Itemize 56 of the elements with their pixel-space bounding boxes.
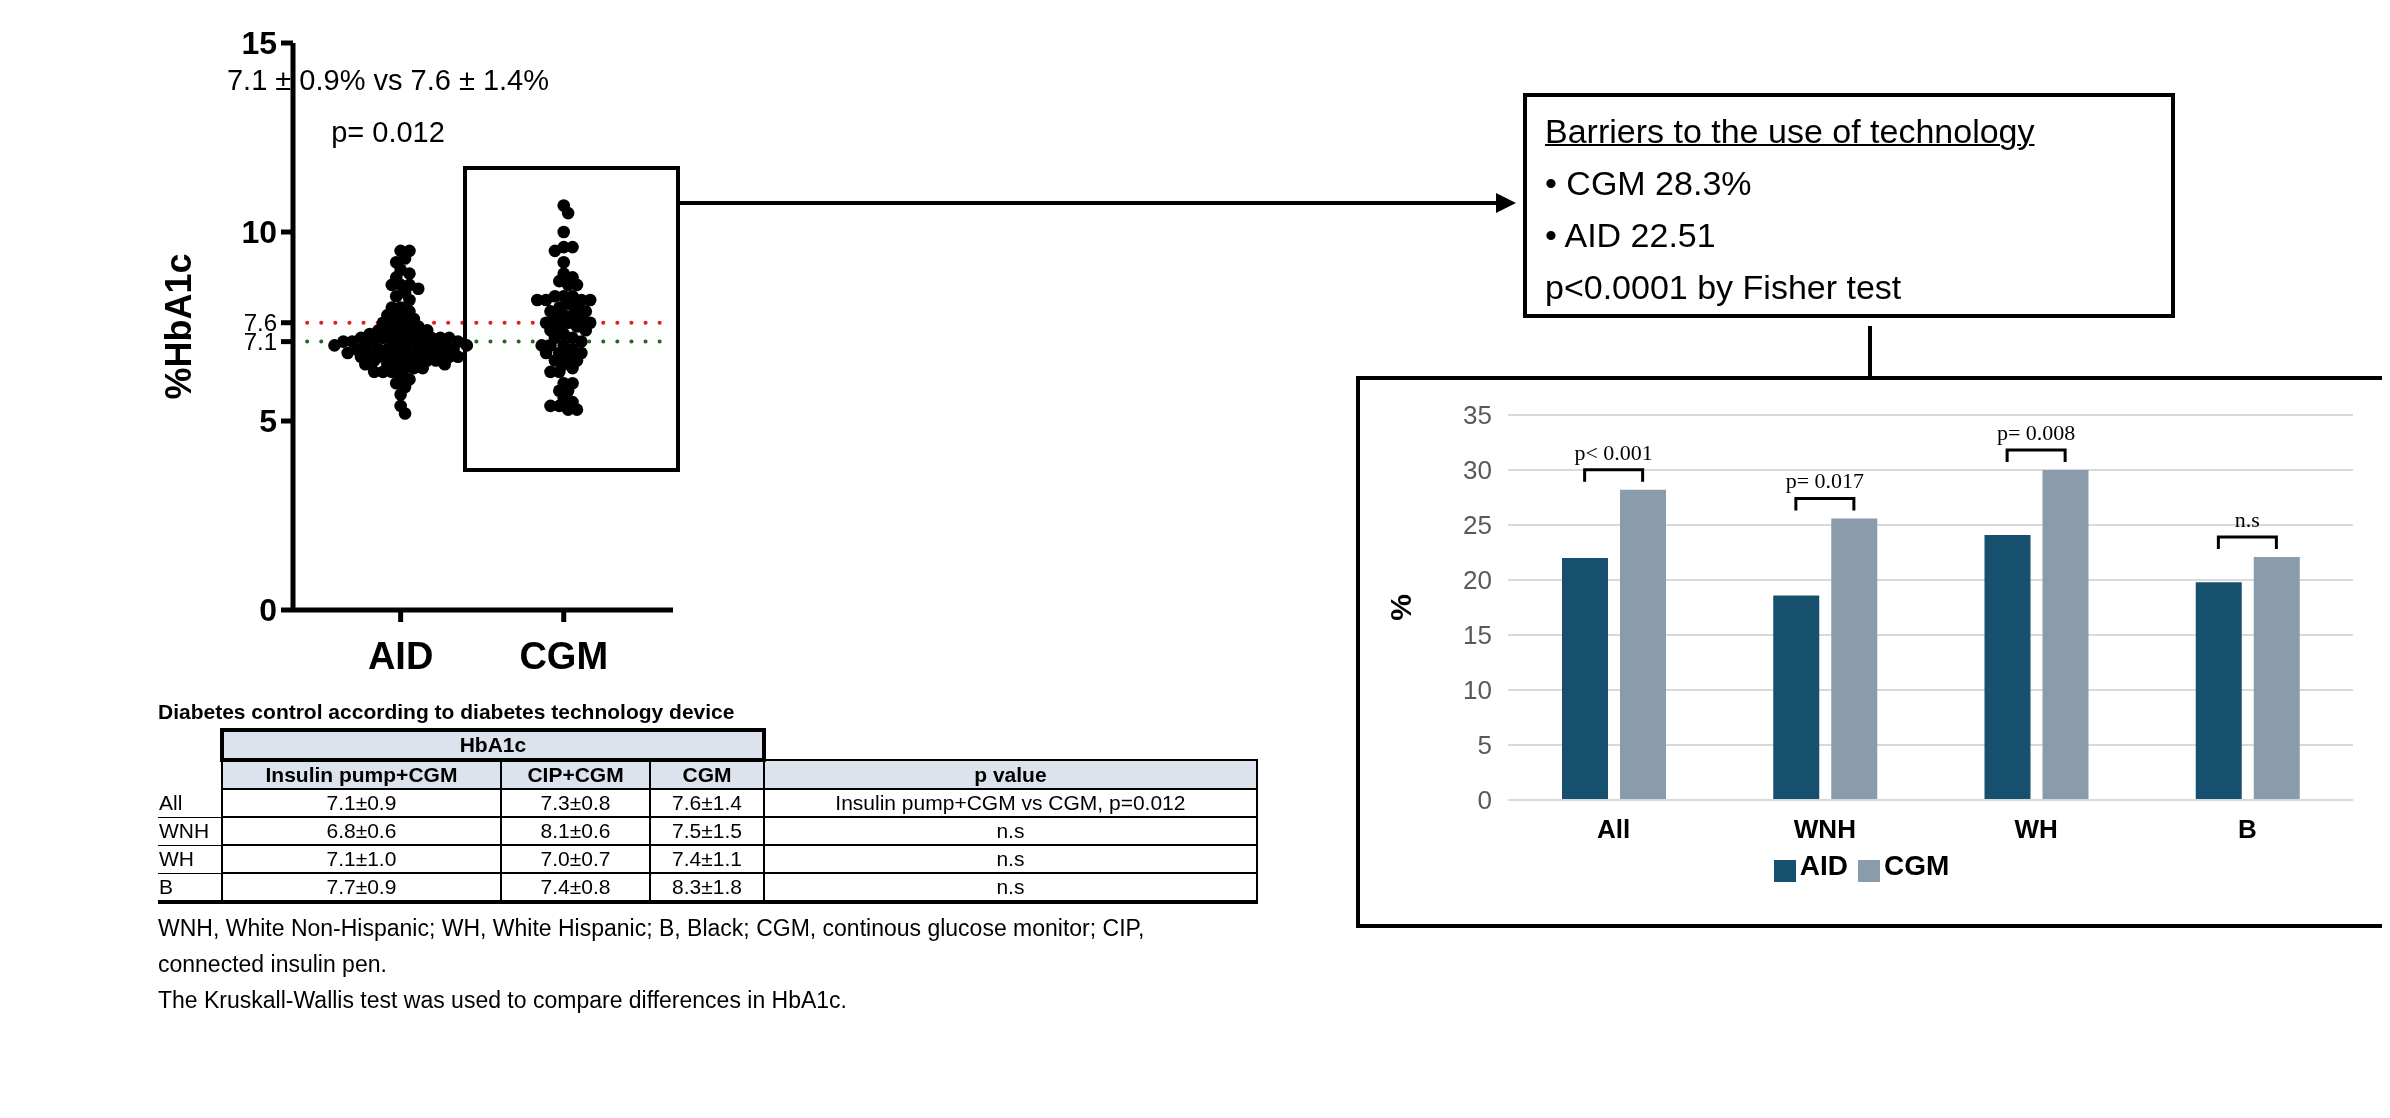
annotation: 7.1 ± 0.9% vs 7.6 ± 1.4%: [226, 64, 550, 97]
y-tick-label: 15: [241, 25, 277, 61]
text: Insulin pump+CGM vs CGM, p=0.012: [835, 791, 1186, 814]
annotation: p= 0.008: [1996, 420, 2076, 445]
text: 7.1±0.9: [326, 791, 397, 814]
category-label: Insulin pump+CGM: [222, 760, 501, 789]
text: 7.4±1.1: [672, 847, 742, 870]
text: 7.3±0.8: [540, 791, 611, 814]
y-tick-label: 10: [1463, 675, 1492, 706]
annotation: n.s: [2234, 506, 2260, 532]
x-tick-label: WH: [2014, 814, 2058, 845]
legend-label: AID: [1799, 850, 1848, 881]
y-tick-label: 25: [1463, 510, 1492, 541]
y-tick-label: 0: [259, 592, 277, 628]
category-label: B: [159, 874, 174, 898]
annotation: p= 0.017: [1785, 468, 1865, 494]
category-label: WH: [159, 847, 194, 870]
y-axis-title: %HbA1c: [157, 253, 199, 400]
y-tick-label: 35: [1463, 400, 1492, 431]
y-tick-label: 5: [1477, 730, 1492, 761]
y-tick-label: 10: [241, 214, 277, 250]
category-label: All: [159, 790, 183, 814]
text: HbA1c: [222, 730, 764, 760]
y-tick-label: 0: [1477, 785, 1492, 816]
annotation: p= 0.012: [330, 116, 446, 149]
y-tick-label: 20: [1463, 565, 1492, 596]
text: 7.1±1.0: [326, 847, 397, 870]
text-box: Barriers to the use of technology • CGM 28.3% • AID 22.51 p<0.0001 by Fisher test: [1523, 93, 2175, 318]
text: 7.5±1.5: [672, 819, 742, 842]
y-axis-title: %: [1383, 594, 1417, 621]
legend-label: CGM: [1883, 850, 1950, 881]
text: 8.1±0.6: [540, 819, 611, 842]
category-label: CIP+CGM: [500, 760, 651, 789]
text: The Kruskall-Wallis test was used to compare differences in HbA1c.: [158, 986, 848, 1015]
text: 7.6±1.4: [672, 791, 742, 814]
y-tick-label: 30: [1463, 455, 1492, 486]
text: 7.4±0.8: [540, 875, 611, 898]
text: n.s: [996, 847, 1025, 870]
x-tick-label: All: [1597, 814, 1631, 845]
chart-title: Barriers to the use of technology: [1545, 111, 2036, 152]
y-tick-label: 15: [1463, 620, 1492, 651]
text: 6.8±0.6: [326, 819, 397, 842]
text: WNH, White Non-Hispanic; WH, White Hispanic; B, Black; CGM, continous glucose monitor; CIP, connected insulin pen.: [158, 914, 1146, 979]
text: 7.0±0.7: [540, 847, 611, 870]
text: 8.3±1.8: [672, 875, 742, 898]
x-tick-label: WNH: [1793, 814, 1856, 845]
category-label: CGM: [650, 760, 764, 789]
text: n.s: [996, 875, 1025, 898]
category-label: p value: [763, 760, 1257, 789]
y-tick-label: 5: [259, 403, 277, 439]
text: 7.7±0.9: [326, 875, 397, 898]
text: Diabetes control according to diabetes technology device: [158, 700, 736, 724]
text: n.s: [996, 819, 1025, 842]
annotation: p< 0.001: [1574, 439, 1653, 465]
frame: AID CGM All WNH WH B 0 5 10 15 20 25 30 35 % p< 0.001 p= 0.017 p= 0.008 n.s: [1356, 376, 2382, 928]
x-tick-label: B: [2237, 814, 2257, 845]
